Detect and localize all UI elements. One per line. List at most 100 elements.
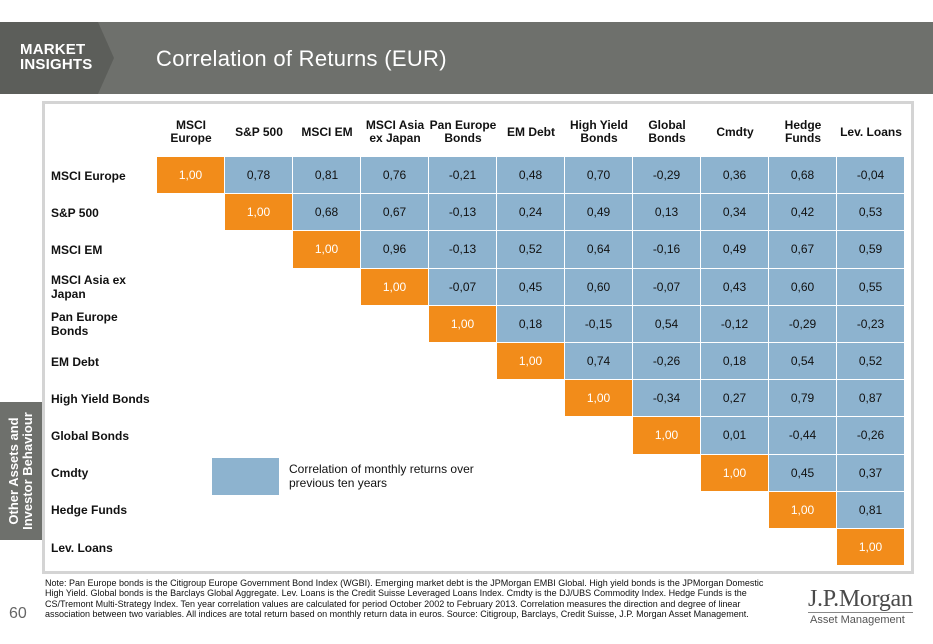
logo-divider bbox=[808, 612, 913, 613]
diagonal-cell: 1,00 bbox=[701, 454, 769, 492]
correlation-cell: 0,54 bbox=[633, 305, 701, 343]
diagonal-cell: 1,00 bbox=[293, 231, 361, 269]
row-header: Cmdty bbox=[51, 466, 89, 481]
correlation-cell: -0,23 bbox=[837, 305, 905, 343]
footnote: Note: Pan Europe bonds is the Citigroup … bbox=[45, 578, 764, 620]
row-header: EM Debt bbox=[51, 354, 99, 369]
correlation-cell: 0,67 bbox=[769, 231, 837, 269]
correlation-cell: 0,81 bbox=[293, 157, 361, 195]
correlation-cell: -0,16 bbox=[633, 231, 701, 269]
correlation-cell: 0,68 bbox=[293, 194, 361, 232]
diagonal-cell: 1,00 bbox=[769, 491, 837, 529]
correlation-cell: 0,78 bbox=[225, 157, 293, 195]
diagonal-cell: 1,00 bbox=[633, 417, 701, 455]
correlation-cell: -0,29 bbox=[769, 305, 837, 343]
diagonal-cell: 1,00 bbox=[361, 268, 429, 306]
row-header: Lev. Loans bbox=[51, 540, 113, 555]
row-header: High Yield Bonds bbox=[51, 391, 150, 406]
column-header: MSCI EM bbox=[301, 124, 353, 139]
diagonal-cell: 1,00 bbox=[429, 305, 497, 343]
correlation-cell: 0,49 bbox=[565, 194, 633, 232]
jpmorgan-logo: J.P.Morgan bbox=[808, 586, 913, 612]
diagonal-cell: 1,00 bbox=[497, 343, 565, 381]
correlation-cell: 0,45 bbox=[769, 454, 837, 492]
correlation-cell: 0,27 bbox=[701, 380, 769, 418]
header-bar bbox=[0, 22, 933, 94]
correlation-cell: -0,13 bbox=[429, 231, 497, 269]
correlation-cell: 0,67 bbox=[361, 194, 429, 232]
brand-tab bbox=[0, 22, 114, 94]
correlation-cell: -0,44 bbox=[769, 417, 837, 455]
column-header: MSCI Europe bbox=[170, 118, 212, 145]
correlation-cell: 0,48 bbox=[497, 157, 565, 195]
correlation-cell: 0,59 bbox=[837, 231, 905, 269]
column-header: Hedge Funds bbox=[784, 118, 822, 145]
correlation-cell: 0,74 bbox=[565, 343, 633, 381]
correlation-cell: 0,49 bbox=[701, 231, 769, 269]
brand-label: MARKET INSIGHTS bbox=[20, 41, 93, 73]
correlation-cell: 0,24 bbox=[497, 194, 565, 232]
correlation-cell: -0,26 bbox=[633, 343, 701, 381]
row-header: Pan Europe Bonds bbox=[51, 310, 118, 339]
column-header: Lev. Loans bbox=[840, 124, 902, 139]
correlation-cell: 0,70 bbox=[565, 157, 633, 195]
column-header: Global Bonds bbox=[648, 118, 686, 145]
column-header: S&P 500 bbox=[235, 124, 283, 139]
correlation-cell: -0,34 bbox=[633, 380, 701, 418]
correlation-cell: 0,54 bbox=[769, 343, 837, 381]
column-header: MSCI Asia ex Japan bbox=[365, 118, 425, 145]
correlation-cell: 0,76 bbox=[361, 157, 429, 195]
correlation-cell: 0,64 bbox=[565, 231, 633, 269]
correlation-cell: 0,42 bbox=[769, 194, 837, 232]
correlation-cell: 0,52 bbox=[837, 343, 905, 381]
correlation-cell: 0,18 bbox=[701, 343, 769, 381]
row-header: S&P 500 bbox=[51, 205, 99, 220]
column-header: EM Debt bbox=[507, 124, 555, 139]
correlation-cell: 0,60 bbox=[769, 268, 837, 306]
correlation-cell: 0,87 bbox=[837, 380, 905, 418]
correlation-cell: 0,68 bbox=[769, 157, 837, 195]
diagonal-cell: 1,00 bbox=[565, 380, 633, 418]
legend-swatch bbox=[212, 458, 279, 495]
correlation-cell: 0,18 bbox=[497, 305, 565, 343]
correlation-cell: -0,29 bbox=[633, 157, 701, 195]
page-title: Correlation of Returns (EUR) bbox=[156, 46, 447, 71]
correlation-cell: 0,60 bbox=[565, 268, 633, 306]
row-header: MSCI Asia ex Japan bbox=[51, 273, 126, 302]
correlation-cell: 0,43 bbox=[701, 268, 769, 306]
diagonal-cell: 1,00 bbox=[157, 157, 225, 195]
correlation-cell: -0,07 bbox=[633, 268, 701, 306]
correlation-cell: -0,15 bbox=[565, 305, 633, 343]
row-header: MSCI Europe bbox=[51, 168, 126, 183]
section-side-band bbox=[0, 402, 42, 540]
correlation-cell: 0,53 bbox=[837, 194, 905, 232]
correlation-cell: -0,12 bbox=[701, 305, 769, 343]
correlation-cell: -0,04 bbox=[837, 157, 905, 195]
correlation-cell: 0,13 bbox=[633, 194, 701, 232]
correlation-cell: -0,07 bbox=[429, 268, 497, 306]
row-header: Hedge Funds bbox=[51, 503, 128, 518]
column-header: High Yield Bonds bbox=[569, 118, 628, 145]
logo-subtitle: Asset Management bbox=[810, 614, 905, 626]
correlation-cell: -0,26 bbox=[837, 417, 905, 455]
section-label: Other Assets and Investor Behaviour bbox=[6, 412, 35, 530]
legend-text: Correlation of monthly returns over prev… bbox=[289, 462, 474, 490]
correlation-cell: 0,45 bbox=[497, 268, 565, 306]
correlation-cell: 0,37 bbox=[837, 454, 905, 492]
correlation-cell: 0,34 bbox=[701, 194, 769, 232]
correlation-cell: 0,81 bbox=[837, 491, 905, 529]
correlation-cell: 0,79 bbox=[769, 380, 837, 418]
page-number: 60 bbox=[9, 605, 27, 622]
column-header: Cmdty bbox=[716, 124, 754, 139]
correlation-cell: -0,21 bbox=[429, 157, 497, 195]
correlation-cell: 0,96 bbox=[361, 231, 429, 269]
row-header: Global Bonds bbox=[51, 428, 129, 443]
correlation-cell: -0,13 bbox=[429, 194, 497, 232]
diagonal-cell: 1,00 bbox=[225, 194, 293, 232]
column-header: Pan Europe Bonds bbox=[429, 118, 497, 145]
correlation-cell: 0,36 bbox=[701, 157, 769, 195]
correlation-cell: 0,01 bbox=[701, 417, 769, 455]
row-header: MSCI EM bbox=[51, 242, 103, 257]
diagonal-cell: 1,00 bbox=[837, 529, 905, 567]
correlation-cell: 0,55 bbox=[837, 268, 905, 306]
